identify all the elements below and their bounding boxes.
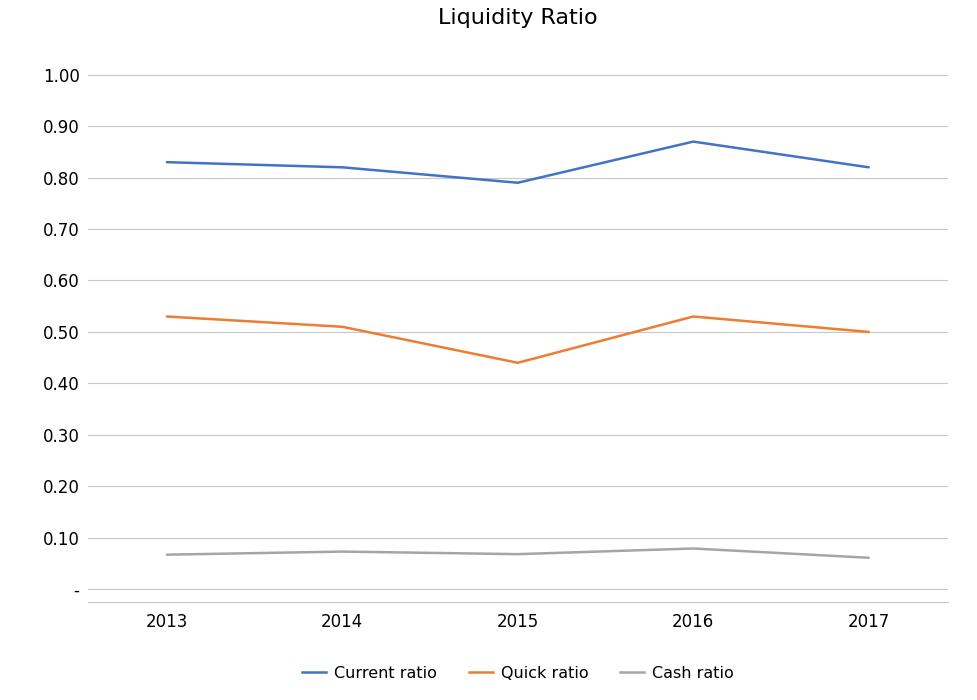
Cash ratio: [161, 550, 173, 559]
Line: Cash ratio: Cash ratio: [167, 549, 869, 558]
Quick ratio: [336, 323, 348, 331]
Line: Quick ratio: Quick ratio: [167, 316, 869, 363]
Cash ratio: [336, 547, 348, 556]
Quick ratio: [863, 328, 874, 336]
Line: Current ratio: Current ratio: [167, 141, 869, 183]
Quick ratio: [688, 312, 700, 321]
Quick ratio: [512, 358, 524, 367]
Current ratio: [161, 158, 173, 167]
Cash ratio: [512, 550, 524, 559]
Cash ratio: [688, 545, 700, 553]
Quick ratio: [161, 312, 173, 321]
Current ratio: [512, 178, 524, 187]
Current ratio: [688, 137, 700, 146]
Current ratio: [336, 163, 348, 172]
Legend: Current ratio, Quick ratio, Cash ratio: Current ratio, Quick ratio, Cash ratio: [295, 660, 741, 687]
Title: Liquidity Ratio: Liquidity Ratio: [438, 8, 598, 28]
Current ratio: [863, 163, 874, 172]
Cash ratio: [863, 554, 874, 562]
